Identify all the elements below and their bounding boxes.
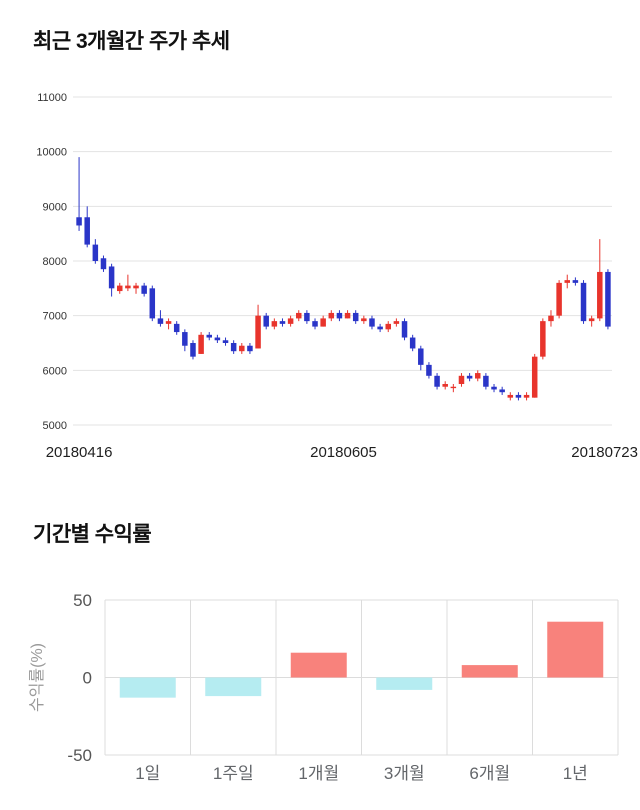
candle-body	[369, 318, 375, 327]
candle-body	[182, 332, 188, 346]
return-bar	[547, 621, 604, 678]
candle-body	[336, 312, 343, 319]
candle-body	[271, 321, 278, 327]
candle-body	[328, 312, 335, 319]
candle-body	[483, 375, 489, 387]
candle-body	[206, 334, 212, 338]
candle-body	[230, 343, 237, 352]
candle-body	[247, 345, 253, 352]
candle-body	[304, 312, 310, 322]
x-tick-label: 20180416	[46, 444, 113, 461]
y-tick-label: 7000	[43, 311, 67, 323]
price-candlestick-chart: 11000 10000 9000 8000 7000 6000 5000 20180416 20…	[36, 92, 638, 461]
candle-body	[540, 321, 546, 357]
candle-body	[466, 375, 473, 379]
candle-body	[84, 217, 90, 245]
y-tick-label: -50	[67, 746, 92, 765]
category-label: 1개월	[298, 764, 339, 783]
candle-body	[442, 384, 448, 387]
returns-chart-title: 기간별 수익률	[33, 523, 152, 546]
candle-body	[344, 312, 351, 319]
candle-body	[198, 334, 204, 354]
candle-body	[515, 394, 522, 398]
candle-body	[605, 271, 611, 327]
candle-body	[377, 326, 383, 330]
candle-body	[76, 217, 82, 226]
x-tick-label: 20180723	[571, 444, 638, 461]
candle-body	[279, 321, 286, 324]
candle-body	[523, 394, 530, 398]
return-bar	[119, 677, 176, 698]
candle-body	[393, 321, 400, 324]
category-label: 6개월	[469, 764, 510, 783]
category-label: 3개월	[384, 764, 425, 783]
candle-body	[92, 244, 99, 261]
y-tick-label: 6000	[43, 365, 67, 377]
candle-body	[361, 318, 367, 322]
candle-body	[401, 321, 408, 338]
y-tick-label: 9000	[43, 201, 67, 213]
price-chart-title: 최근 3개월간 주가 추세	[33, 30, 230, 53]
candle-body	[117, 285, 123, 292]
candle-body	[450, 386, 457, 389]
category-label: 1주일	[213, 764, 254, 783]
candle-body	[263, 315, 269, 327]
candle-body	[564, 280, 570, 283]
return-bar	[290, 652, 347, 678]
candle-body	[125, 285, 131, 289]
candle-body	[556, 282, 562, 316]
candle-body	[165, 321, 172, 324]
candle-body	[190, 343, 196, 357]
return-bar	[205, 677, 262, 697]
candle-body	[597, 271, 603, 319]
candle-body	[458, 375, 465, 384]
candle-body	[352, 312, 359, 322]
return-bar	[376, 677, 433, 690]
candle-body	[418, 348, 424, 365]
candle-body	[133, 285, 139, 289]
candle-body	[320, 318, 326, 327]
candle-body	[312, 321, 318, 327]
candle-body	[214, 337, 221, 341]
candle-body	[588, 318, 595, 322]
candle-body	[572, 280, 579, 283]
candle-body	[173, 323, 180, 333]
candle-body	[149, 288, 156, 319]
candle-body	[385, 323, 391, 330]
candle-body	[287, 318, 294, 324]
candle-body	[475, 373, 481, 379]
y-tick-label: 50	[73, 591, 92, 610]
category-label: 1년	[563, 764, 588, 783]
category-label: 1일	[135, 764, 160, 783]
candle-body	[499, 389, 505, 393]
candle-body	[296, 312, 302, 319]
candle-body	[434, 375, 440, 387]
candle-body	[409, 337, 416, 349]
candle-body	[255, 315, 261, 349]
y-tick-label: 8000	[43, 256, 67, 268]
period-returns-bar-chart: 50 0 -50 1일 1주일 1개월 3개월 6개월 1년 수익률(%)	[28, 591, 619, 783]
candle-body	[531, 356, 538, 398]
candle-body	[548, 315, 554, 322]
candle-body	[239, 345, 245, 352]
y-tick-label: 10000	[36, 147, 67, 159]
y-axis-label: 수익률(%)	[28, 643, 46, 712]
x-tick-label: 20180605	[310, 444, 377, 461]
candle-body	[580, 282, 587, 322]
y-tick-label: 11000	[37, 92, 67, 104]
candle-body	[108, 266, 115, 289]
candle-body	[157, 318, 164, 324]
candle-body	[426, 364, 432, 376]
candle-body	[491, 386, 497, 390]
y-tick-label: 5000	[43, 420, 67, 432]
return-bar	[461, 665, 518, 678]
candle-body	[141, 285, 147, 294]
candle-body	[100, 258, 107, 270]
candle-body	[222, 340, 229, 343]
candle-body	[507, 394, 514, 398]
y-tick-label: 0	[83, 669, 92, 688]
